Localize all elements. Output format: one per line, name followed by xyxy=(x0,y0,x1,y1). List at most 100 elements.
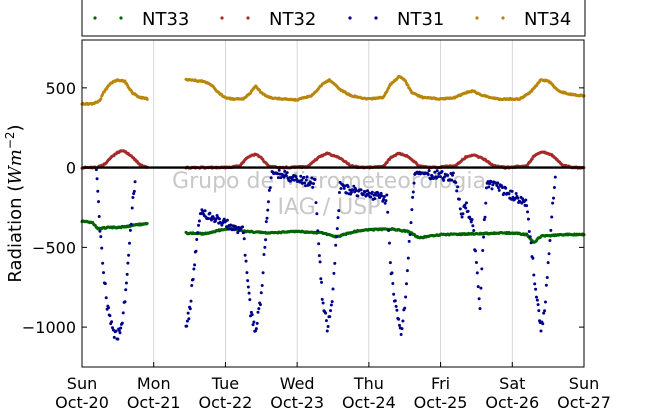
data-point-nt31 xyxy=(412,181,416,185)
data-point-nt31 xyxy=(426,172,430,176)
data-point-nt31 xyxy=(474,249,478,253)
data-point-nt31 xyxy=(464,206,468,210)
data-point-nt31 xyxy=(128,228,132,232)
x-tick-label-day: Sat xyxy=(499,374,525,393)
data-point-nt31 xyxy=(539,329,543,333)
data-point-nt31 xyxy=(528,235,532,239)
data-point-nt31 xyxy=(348,188,352,192)
data-point-nt31 xyxy=(525,204,529,208)
data-point-nt31 xyxy=(365,189,369,193)
data-point-nt31 xyxy=(343,184,347,188)
data-point-nt31 xyxy=(241,225,245,229)
data-point-nt31 xyxy=(321,301,325,305)
data-point-nt31 xyxy=(397,317,401,321)
axes-frame xyxy=(81,39,585,368)
data-point-nt31 xyxy=(217,217,221,221)
data-point-nt31 xyxy=(120,321,124,325)
data-point-nt31 xyxy=(254,329,258,333)
data-point-nt31 xyxy=(201,210,205,214)
data-point-nt31 xyxy=(471,224,475,228)
data-point-nt34 xyxy=(145,97,149,101)
data-point-nt31 xyxy=(409,221,413,225)
data-point-nt31 xyxy=(461,212,465,216)
data-point-nt31 xyxy=(374,193,378,197)
data-point-nt31 xyxy=(534,287,538,291)
data-point-nt31 xyxy=(552,196,556,200)
data-point-nt31 xyxy=(382,195,386,199)
data-point-nt31 xyxy=(460,215,464,219)
data-point-nt31 xyxy=(411,195,415,199)
data-point-nt31 xyxy=(397,323,401,327)
data-point-nt31 xyxy=(279,176,283,180)
data-point-nt31 xyxy=(251,323,255,327)
data-point-nt31 xyxy=(500,186,504,190)
data-point-nt31 xyxy=(225,225,229,229)
data-point-nt31 xyxy=(514,192,518,196)
data-point-nt31 xyxy=(387,229,391,233)
x-tick-label-day: Mon xyxy=(137,374,171,393)
x-tick-label-date: Oct-22 xyxy=(199,393,253,409)
data-point-nt31 xyxy=(496,186,500,190)
data-point-nt31 xyxy=(482,235,486,239)
data-point-nt31 xyxy=(197,223,201,227)
data-point-nt31 xyxy=(96,189,100,193)
data-point-nt31 xyxy=(552,185,556,189)
data-point-nt31 xyxy=(243,253,247,257)
data-point-nt31 xyxy=(300,178,304,182)
data-point-nt31 xyxy=(189,299,193,303)
data-point-nt31 xyxy=(489,180,493,184)
data-point-nt31 xyxy=(529,241,533,245)
data-point-nt31 xyxy=(380,194,384,198)
data-point-nt31 xyxy=(94,168,98,172)
data-point-nt31 xyxy=(356,194,360,198)
data-point-nt31 xyxy=(510,189,514,193)
data-point-nt31 xyxy=(208,211,212,215)
data-point-nt31 xyxy=(302,175,306,179)
data-point-nt31 xyxy=(197,219,201,223)
data-point-nt31 xyxy=(543,300,547,304)
data-point-nt31 xyxy=(98,229,102,233)
data-point-nt31 xyxy=(263,245,267,249)
data-point-nt31 xyxy=(248,298,252,302)
x-tick-label-day: Sun xyxy=(67,374,97,393)
data-point-nt31 xyxy=(480,267,484,271)
data-point-nt33 xyxy=(145,222,149,226)
data-point-nt31 xyxy=(294,175,298,179)
data-point-nt31 xyxy=(252,320,256,324)
data-point-nt31 xyxy=(440,170,444,174)
legend-marker-nt32 xyxy=(220,16,224,20)
data-point-nt31 xyxy=(303,181,307,185)
data-point-nt31 xyxy=(128,241,132,245)
data-point-nt31 xyxy=(486,180,490,184)
data-point-nt31 xyxy=(121,311,125,315)
data-point-nt31 xyxy=(186,311,190,315)
data-point-nt31 xyxy=(320,280,324,284)
data-point-nt31 xyxy=(342,186,346,190)
data-point-nt31 xyxy=(264,220,268,224)
data-point-nt31 xyxy=(209,218,213,222)
data-point-nt31 xyxy=(542,311,546,315)
data-point-nt31 xyxy=(477,297,481,301)
data-point-nt31 xyxy=(313,177,317,181)
data-point-nt31 xyxy=(497,188,501,192)
data-point-nt31 xyxy=(463,203,467,207)
data-point-nt31 xyxy=(131,195,135,199)
data-point-nt31 xyxy=(193,263,197,267)
data-point-nt31 xyxy=(475,271,479,275)
data-point-nt31 xyxy=(451,171,455,175)
data-point-nt31 xyxy=(191,277,195,281)
data-point-nt31 xyxy=(96,200,100,204)
y-tick-label: −500 xyxy=(32,238,76,257)
data-point-nt31 xyxy=(185,324,189,328)
data-point-nt31 xyxy=(502,191,506,195)
data-point-nt31 xyxy=(335,235,339,239)
data-point-nt31 xyxy=(383,201,387,205)
x-tick-label-day: Sun xyxy=(569,374,599,393)
data-point-nt31 xyxy=(103,282,107,286)
data-point-nt31 xyxy=(378,196,382,200)
data-point-nt31 xyxy=(268,186,272,190)
data-point-nt31 xyxy=(187,317,191,321)
data-point-nt31 xyxy=(324,319,328,323)
data-point-nt31 xyxy=(349,190,353,194)
y-tick-label: −1000 xyxy=(22,318,76,337)
